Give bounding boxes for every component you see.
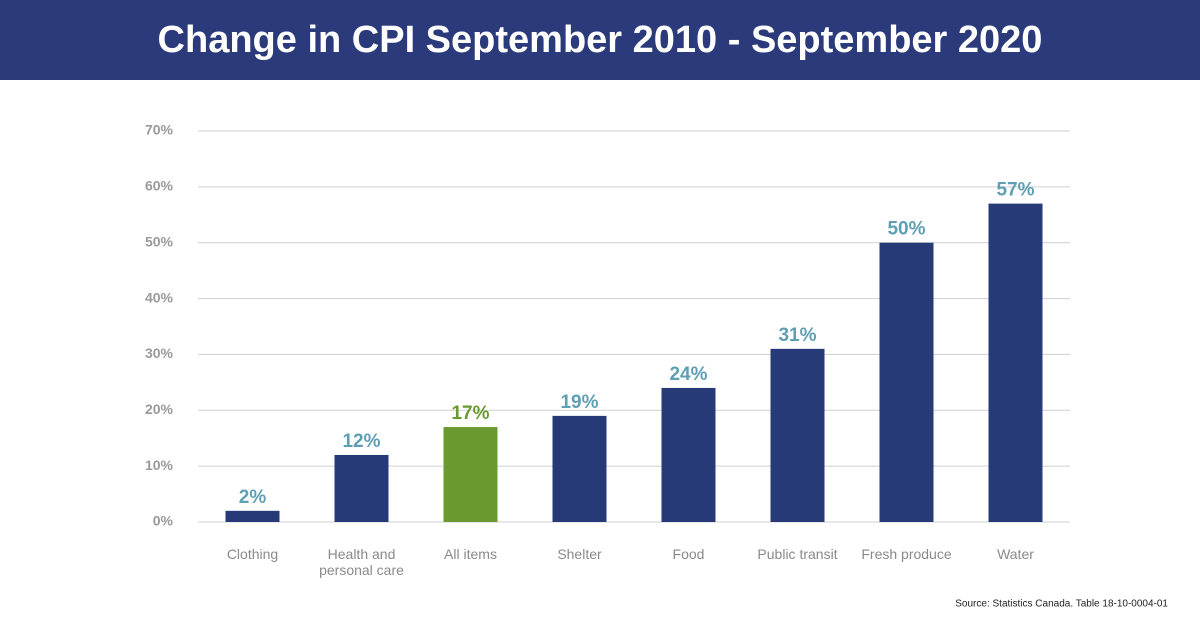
- value-label: 2%: [239, 487, 267, 508]
- y-tick-label: 70%: [145, 122, 174, 138]
- y-tick-label: 50%: [145, 233, 174, 249]
- x-tick-label: Food: [672, 546, 705, 562]
- x-tick-label: Water: [997, 546, 1034, 562]
- x-tick-label: Shelter: [557, 546, 602, 562]
- x-tick-label: Fresh produce: [861, 546, 952, 562]
- y-tick-label: 10%: [145, 457, 174, 473]
- value-label: 31%: [778, 325, 816, 346]
- bar: [988, 203, 1043, 522]
- bar: [879, 242, 934, 522]
- y-tick-label: 60%: [145, 178, 174, 194]
- bar: [770, 348, 825, 522]
- bar: [443, 427, 498, 522]
- y-tick-label: 0%: [153, 513, 174, 529]
- y-tick-label: 20%: [145, 401, 174, 417]
- x-tick-label: Clothing: [226, 546, 279, 562]
- title-banner: [0, 0, 1200, 80]
- y-tick-label: 30%: [145, 345, 174, 361]
- value-label: 57%: [996, 180, 1034, 201]
- value-label: 24%: [669, 364, 707, 385]
- x-tick-label: Public transit: [757, 546, 838, 562]
- chart-title: Change in CPI September 2010 - September…: [158, 19, 1043, 61]
- bar: [334, 454, 389, 522]
- x-tick-label: All items: [444, 546, 497, 562]
- source-note: Source: Statistics Canada. Table 18-10-0…: [955, 599, 1168, 610]
- bar: [661, 387, 716, 522]
- value-label: 12%: [342, 431, 380, 452]
- y-tick-label: 40%: [145, 289, 174, 305]
- bar: [552, 415, 607, 522]
- value-label: 50%: [887, 219, 925, 240]
- bar: [225, 510, 280, 522]
- value-label: 17%: [451, 403, 489, 424]
- value-label: 19%: [560, 392, 598, 413]
- x-tick-label: Health and personal care: [319, 546, 404, 578]
